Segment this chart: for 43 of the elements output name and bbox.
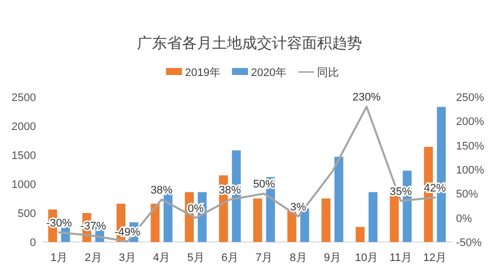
legend-label: 同比: [317, 66, 339, 79]
y-tick-label: 1500: [12, 150, 36, 162]
x-tick-label: 9月: [324, 252, 341, 264]
data-label: 38%: [218, 184, 242, 196]
x-tick-label: 5月: [187, 252, 204, 264]
x-tick-label: 1月: [50, 252, 68, 264]
y2-tick-label: 200%: [456, 116, 484, 128]
data-label: 230%: [352, 92, 381, 104]
x-tick-label: 4月: [153, 252, 170, 264]
y2-tick-label: 250%: [456, 92, 484, 104]
x-tick-label: 3月: [118, 252, 136, 264]
y-tick-label: 0: [30, 237, 36, 249]
y2-tick-label: 50%: [456, 188, 478, 201]
bar: [368, 192, 378, 242]
y-tick-label: 2500: [12, 92, 36, 104]
data-label: 42%: [424, 182, 446, 195]
data-label: -37%: [80, 220, 106, 233]
x-tick-label: 8月: [290, 252, 307, 264]
x-tick-label: 7月: [256, 252, 273, 264]
bar: [253, 198, 262, 242]
y2-tick-label: -50%: [456, 237, 482, 249]
legend-label: 2020年: [251, 67, 286, 79]
x-tick-label: 6月: [221, 252, 238, 264]
data-label: 0%: [188, 202, 204, 215]
bar: [150, 204, 160, 242]
y2-tick-label: 100%: [456, 164, 484, 176]
x-tick-label: 12月: [423, 252, 447, 264]
data-label: -49%: [114, 226, 140, 239]
y-tick-label: 500: [18, 208, 36, 220]
data-label: -30%: [46, 217, 72, 230]
x-tick-label: 2月: [84, 252, 102, 264]
bar: [322, 198, 330, 242]
chart-title: 广东省各月土地成交计容面积趋势: [137, 35, 362, 52]
y-tick-label: 1000: [12, 179, 36, 191]
y2-tick-label: 150%: [456, 140, 484, 152]
legend-label: 2019年: [185, 67, 220, 79]
y-tick-label: 2000: [12, 121, 36, 133]
x-tick-label: 10月: [354, 252, 378, 264]
y2-tick-label: 0%: [456, 212, 472, 225]
bar: [287, 210, 296, 242]
bar: [356, 226, 365, 242]
x-tick-label: 11月: [390, 252, 412, 264]
bar: [334, 156, 344, 242]
